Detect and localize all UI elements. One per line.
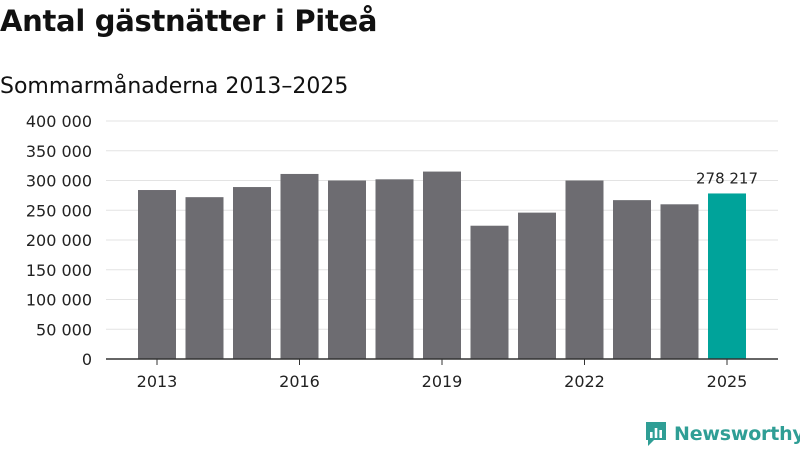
bar-2020 [470,225,509,359]
bar-2024 [660,204,699,359]
x-tick-label: 2019 [422,372,463,391]
brand: Newsworthy [644,419,800,449]
bar-2013 [138,190,176,359]
x-tick-label: 2022 [564,372,605,391]
bar-2015 [233,187,271,359]
chart-subtitle: Sommarmånaderna 2013–2025 [0,74,349,99]
bar-2022 [565,180,604,359]
bar-2025 [708,193,746,359]
y-tick-label: 100 000 [26,291,92,310]
x-tick-label: 2013 [137,372,178,391]
y-tick-label: 400 000 [26,112,92,131]
y-tick-label: 300 000 [26,172,92,191]
bar-2018 [375,179,414,359]
y-tick-label: 50 000 [36,320,92,339]
y-tick-label: 200 000 [26,231,92,250]
x-tick-label: 2025 [707,372,748,391]
y-tick-label: 250 000 [26,201,92,220]
y-tick-label: 350 000 [26,142,92,161]
bar-2023 [613,200,651,359]
bar-2014 [185,197,224,359]
data-label-2025: 278 217 [696,169,758,187]
bar-2019 [423,171,461,359]
newsworthy-logo-icon [646,422,666,446]
bar-2016 [280,173,319,359]
bar-2017 [328,180,366,359]
y-tick-label: 150 000 [26,261,92,280]
chart-title: Antal gästnätter i Piteå [0,4,378,38]
brand-name: Newsworthy [674,423,800,445]
bar-2021 [518,212,556,359]
x-tick-label: 2016 [279,372,320,391]
y-tick-label: 0 [82,350,92,369]
